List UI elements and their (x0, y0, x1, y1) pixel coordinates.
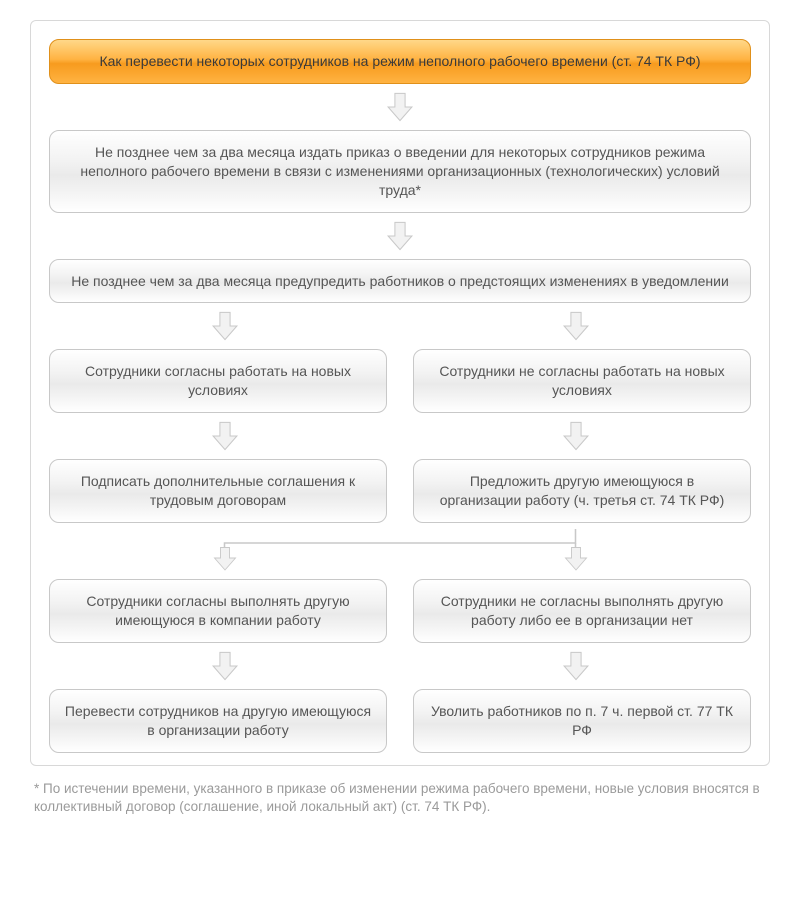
flowchart-node-3a: Сотрудники согласны работать на новых ус… (49, 349, 387, 413)
flowchart-row-6: Перевести сотрудников на другую имеющуюс… (49, 689, 751, 753)
flowchart-node-5b: Сотрудники не согласны выполнять другую … (413, 579, 751, 643)
arrow-down-icon (559, 309, 593, 343)
flowchart-node-2: Не позднее чем за два месяца предупредит… (49, 259, 751, 304)
arrow-down-icon (561, 543, 591, 573)
split-connector (49, 529, 751, 573)
flowchart-node-6a: Перевести сотрудников на другую имеющуюс… (49, 689, 387, 753)
arrow-down-icon (383, 219, 417, 253)
flowchart-node-4b: Предложить другую имеющуюся в организаци… (413, 459, 751, 523)
flowchart-container: Как перевести некоторых сотрудников на р… (30, 20, 770, 766)
flowchart-node-5a: Сотрудники согласны выполнять другую име… (49, 579, 387, 643)
flowchart-node-6b: Уволить работников по п. 7 ч. первой ст.… (413, 689, 751, 753)
flowchart-row-4: Подписать дополнительные соглашения к тр… (49, 459, 751, 523)
flowchart-row-3: Сотрудники согласны работать на новых ус… (49, 349, 751, 413)
arrow-down-icon (559, 419, 593, 453)
arrow-down (49, 219, 751, 253)
arrow-down-icon (210, 543, 240, 573)
flowchart-node-3b: Сотрудники не согласны работать на новых… (413, 349, 751, 413)
flowchart-row-5: Сотрудники согласны выполнять другую име… (49, 579, 751, 643)
flowchart-node-1: Не позднее чем за два месяца издать прик… (49, 130, 751, 213)
arrow-pair (49, 649, 751, 683)
arrow-down-icon (208, 419, 242, 453)
arrow-down-icon (208, 649, 242, 683)
arrow-pair (49, 419, 751, 453)
footnote: * По истечении времени, указанного в при… (30, 780, 770, 818)
arrow-down-icon (383, 90, 417, 124)
arrow-down-icon (559, 649, 593, 683)
flowchart-node-4a: Подписать дополнительные соглашения к тр… (49, 459, 387, 523)
arrow-down (49, 90, 751, 124)
flowchart-header-node: Как перевести некоторых сотрудников на р… (49, 39, 751, 84)
arrow-down-icon (208, 309, 242, 343)
arrow-split (49, 309, 751, 343)
